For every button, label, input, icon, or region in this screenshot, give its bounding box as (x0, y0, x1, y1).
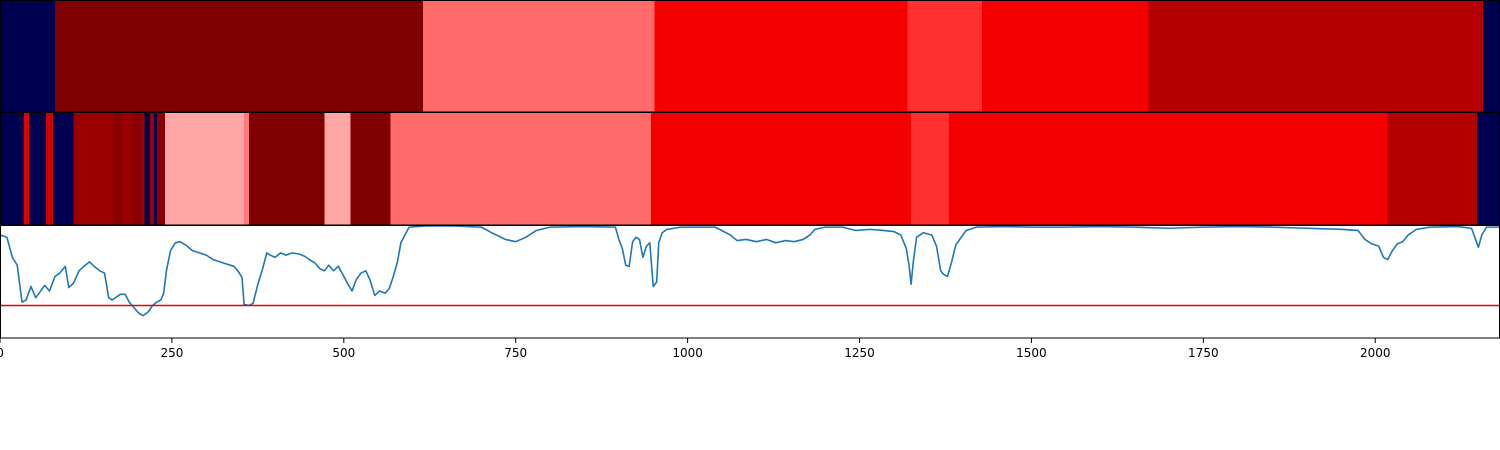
middle-track-segment-3 (46, 113, 53, 225)
x-tick-label-1750: 1750 (1188, 346, 1219, 360)
top-track-segment-7 (1483, 1, 1499, 112)
middle-track-segment-11 (149, 113, 155, 225)
middle-track-segment-16 (248, 113, 325, 225)
middle-track-segment-24 (1477, 113, 1499, 225)
x-tick-label-1500: 1500 (1016, 346, 1047, 360)
x-tick-label-250: 250 (160, 346, 183, 360)
top-track-segment-5 (981, 1, 1149, 112)
top-segmentation-track (0, 1, 1499, 112)
middle-track-segment-4 (52, 113, 74, 225)
middle-track-segment-12 (154, 113, 157, 225)
middle-track-segment-10 (144, 113, 150, 225)
middle-track-segment-7 (122, 113, 133, 225)
middle-track-segment-8 (132, 113, 141, 225)
middle-track-segment-20 (651, 113, 912, 225)
x-tick-label-1000: 1000 (672, 346, 703, 360)
middle-track-segment-5 (73, 113, 114, 225)
middle-track-segment-2 (28, 113, 47, 225)
x-tick-label-1250: 1250 (844, 346, 875, 360)
x-tick-label-0: 0 (0, 346, 4, 360)
middle-track-segment-18 (350, 113, 391, 225)
top-track-segment-0 (0, 1, 56, 112)
middle-track-segment-22 (948, 113, 1388, 225)
signal-series-line (0, 226, 1499, 317)
top-track-segment-2 (422, 1, 655, 112)
middle-track-segment-17 (324, 113, 351, 225)
x-tick-label-750: 750 (504, 346, 527, 360)
middle-track-segment-0 (0, 113, 25, 225)
top-track-segment-6 (1148, 1, 1484, 112)
middle-track-segment-13 (156, 113, 166, 225)
x-tick-label-500: 500 (332, 346, 355, 360)
signal-line-panel (0, 226, 1499, 317)
middle-track-segment-19 (390, 113, 652, 225)
middle-track-segment-21 (911, 113, 949, 225)
middle-track-segment-14 (165, 113, 245, 225)
middle-track-segment-9 (140, 113, 145, 225)
top-track-segment-1 (55, 1, 423, 112)
top-track-segment-4 (907, 1, 982, 112)
top-track-segment-3 (654, 1, 908, 112)
middle-track-segment-6 (113, 113, 123, 225)
middle-track-segment-23 (1387, 113, 1477, 225)
x-tick-label-2000: 2000 (1360, 346, 1391, 360)
middle-segmentation-track (0, 113, 1499, 225)
x-axis: 0 250 500 750 1000 1250 1500 1750 2000 (0, 338, 1391, 360)
middle-track-segment-15 (244, 113, 249, 225)
middle-track-segment-1 (24, 113, 29, 225)
